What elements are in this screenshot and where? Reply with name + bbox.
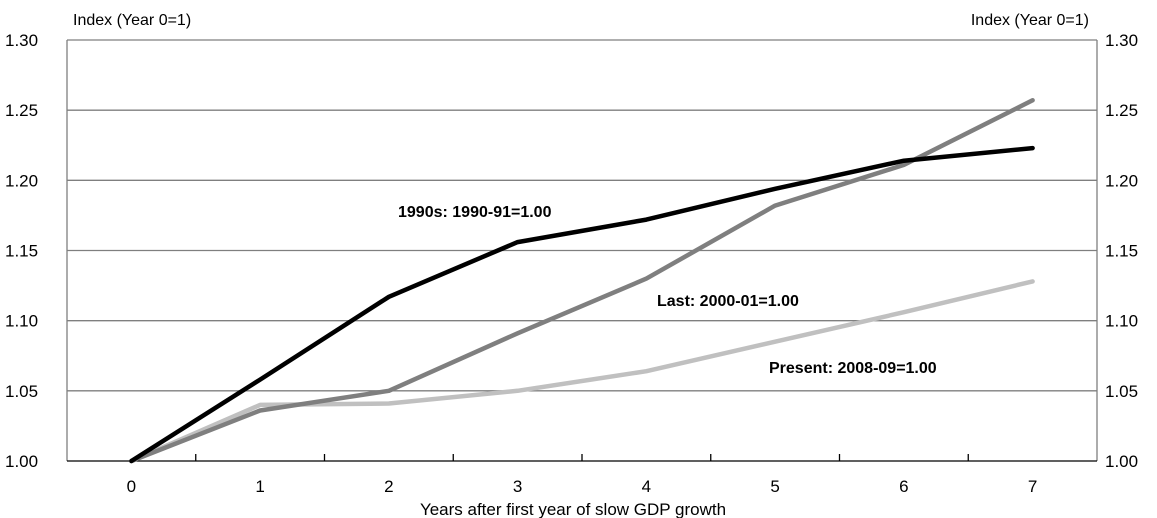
series-line-1: [129, 98, 1035, 464]
right-axis-unit: Index (Year 0=1): [971, 12, 1089, 29]
x-tick-label: 5: [770, 477, 779, 496]
gridlines: [66, 39, 1098, 462]
y-tick-label-right: 1.00: [1105, 452, 1138, 471]
right-y-axis: 1.00 1.05 1.10 1.15 1.20 1.25 1.30: [1105, 31, 1138, 471]
x-tick-label: 1: [255, 477, 264, 496]
y-tick-label-right: 1.20: [1105, 171, 1138, 190]
series-lines: [129, 98, 1035, 464]
series-line-0: [129, 145, 1035, 464]
y-tick-label-left: 1.05: [5, 382, 38, 401]
y-tick-label-right: 1.10: [1105, 312, 1138, 331]
x-tick-label: 3: [513, 477, 522, 496]
x-tick-label: 2: [384, 477, 393, 496]
left-axis-unit: Index (Year 0=1): [73, 12, 191, 29]
y-tick-label-right: 1.15: [1105, 242, 1138, 261]
y-tick-label-right: 1.30: [1105, 31, 1138, 50]
y-tick-label-left: 1.30: [5, 31, 38, 50]
left-y-axis: 1.00 1.05 1.10 1.15 1.20 1.25 1.30: [5, 31, 38, 471]
x-tick-label: 4: [642, 477, 651, 496]
y-tick-label-right: 1.25: [1105, 101, 1138, 120]
annotation-1990s: 1990s: 1990-91=1.00: [398, 204, 552, 221]
x-axis-title: Years after first year of slow GDP growt…: [420, 500, 726, 518]
annotation-present: Present: 2008-09=1.00: [769, 360, 937, 377]
y-tick-label-left: 1.15: [5, 242, 38, 261]
y-tick-label-left: 1.20: [5, 171, 38, 190]
x-tick-label: 6: [899, 477, 908, 496]
x-tick-label: 7: [1028, 477, 1037, 496]
y-tick-label-left: 1.10: [5, 312, 38, 331]
y-tick-label-left: 1.00: [5, 452, 38, 471]
y-tick-label-right: 1.05: [1105, 382, 1138, 401]
x-axis: 0 1 2 3 4 5 6 7: [127, 454, 1037, 496]
x-tick-label: 0: [127, 477, 136, 496]
annotation-last: Last: 2000-01=1.00: [657, 293, 799, 310]
y-tick-label-left: 1.25: [5, 101, 38, 120]
series-line-2: [129, 279, 1035, 464]
